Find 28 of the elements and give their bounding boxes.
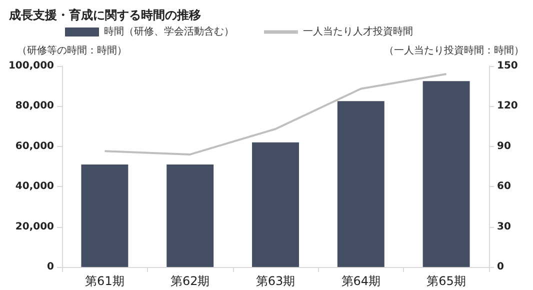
y2-tick-label: 90 xyxy=(497,140,511,152)
y2-tick-label: 60 xyxy=(497,181,511,192)
bar xyxy=(422,81,470,267)
y-axis-title: （研修等の時間：時間） xyxy=(17,44,127,56)
x-tick-label: 第65期 xyxy=(426,274,466,288)
y2-tick-label: 120 xyxy=(497,100,518,112)
y2-tick-label: 150 xyxy=(497,60,518,72)
bar xyxy=(252,142,299,267)
line-series xyxy=(104,73,448,156)
chart-title: 成長支援・育成に関する時間の推移 xyxy=(8,8,201,22)
legend-label: 一人当たり人才投資時間 xyxy=(303,26,413,38)
x-tick-label: 第63期 xyxy=(256,274,296,288)
y-tick-label: 60,000 xyxy=(15,140,54,152)
y-tick-label: 0 xyxy=(47,262,54,272)
bar xyxy=(337,101,384,267)
bar xyxy=(81,164,128,267)
y2-axis-title: （一人当たり投資時間：時間） xyxy=(384,44,524,56)
y-tick-label: 20,000 xyxy=(15,221,54,232)
x-tick-label: 第62期 xyxy=(170,274,210,288)
y-tick-label: 80,000 xyxy=(15,100,54,112)
y2-tick-label: 0 xyxy=(497,262,504,272)
y-tick-label: 40,000 xyxy=(15,181,54,192)
y-tick-label: 100,000 xyxy=(8,60,54,72)
legend-label: 時間（研修、学会活動含む） xyxy=(104,26,234,38)
bar xyxy=(166,164,214,267)
y2-tick-label: 30 xyxy=(497,221,511,232)
x-tick-label: 第61期 xyxy=(85,274,124,288)
x-tick-label: 第64期 xyxy=(341,274,381,288)
